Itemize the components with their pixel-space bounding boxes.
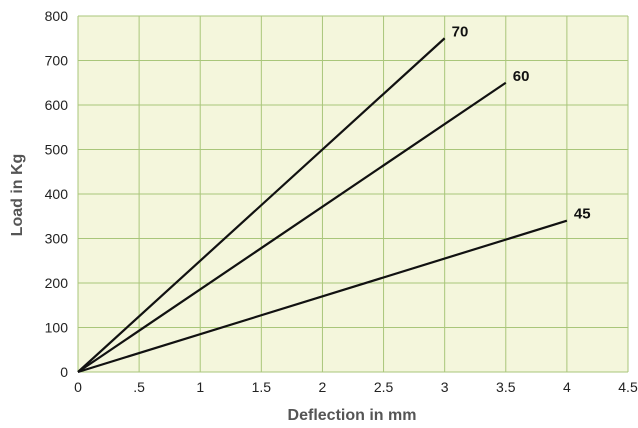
- grid: [77, 15, 629, 373]
- y-tick-label: 600: [45, 97, 69, 113]
- y-tick-label: 0: [60, 364, 68, 380]
- x-tick-label: 1.5: [252, 379, 272, 395]
- y-axis-ticks: 0 100 200 300 400 500 600 700 800: [45, 8, 69, 380]
- x-tick-label: 3.5: [496, 379, 516, 395]
- series-label-60: 60: [513, 68, 530, 85]
- x-tick-label: 2.5: [374, 379, 394, 395]
- x-axis-ticks: 0 .5 1 1.5 2 2.5 3 3.5 4 4.5: [74, 379, 638, 395]
- series-label-45: 45: [574, 206, 591, 223]
- y-tick-label: 100: [45, 320, 69, 336]
- y-tick-label: 700: [45, 53, 69, 69]
- x-tick-label: 4.5: [618, 379, 638, 395]
- series-label-70: 70: [452, 23, 469, 40]
- x-axis-title: Deflection in mm: [288, 407, 417, 424]
- series-line-70: [77, 37, 446, 373]
- series-lines: 70 60 45: [77, 23, 591, 374]
- x-tick-label: .5: [133, 379, 145, 395]
- y-tick-label: 300: [45, 231, 69, 247]
- x-tick-label: 1: [196, 379, 204, 395]
- series-line-60: [77, 81, 507, 373]
- x-tick-label: 0: [74, 379, 82, 395]
- x-tick-label: 2: [319, 379, 327, 395]
- y-axis-title: Load in Kg: [9, 154, 26, 237]
- series-line-45: [77, 219, 568, 374]
- x-tick-label: 4: [563, 379, 571, 395]
- y-tick-label: 800: [45, 8, 69, 24]
- y-tick-label: 500: [45, 142, 69, 158]
- y-tick-label: 200: [45, 275, 69, 291]
- y-tick-label: 400: [45, 186, 69, 202]
- x-tick-label: 3: [441, 379, 449, 395]
